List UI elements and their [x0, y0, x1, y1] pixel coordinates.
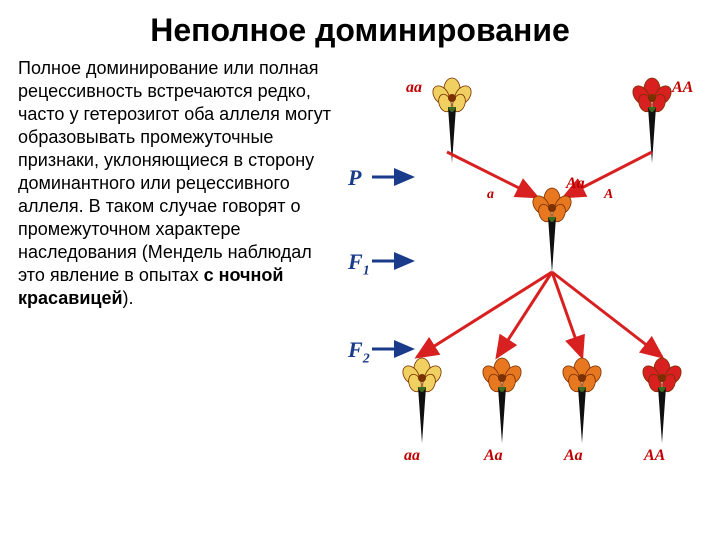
page-title: Неполное доминирование — [0, 0, 720, 57]
genotype-P-AA: AA — [672, 79, 693, 97]
flower-F1-Aa — [532, 187, 572, 275]
description-paragraph: Полное доминирование или полная рецессив… — [18, 57, 338, 487]
flower-F2-2 — [482, 357, 522, 445]
f1-arrow-4 — [542, 267, 702, 367]
flower-F2-3 — [562, 357, 602, 445]
genotype-F2-1: aa — [404, 447, 420, 465]
arrow-P — [370, 167, 420, 187]
inheritance-diagram: P F1 F2 aa — [342, 57, 702, 487]
flower-F2-1 — [402, 357, 442, 445]
genotype-F1-Aa: Aa — [566, 175, 585, 193]
label-P: P — [348, 165, 361, 191]
paragraph-pre: Полное доминирование или полная рецессив… — [18, 58, 331, 285]
paragraph-post: ). — [123, 288, 134, 308]
genotype-F2-4: AA — [644, 447, 665, 465]
label-F1: F1 — [348, 249, 370, 279]
genotype-P-aa: aa — [406, 79, 422, 97]
gamete-A: A — [604, 187, 613, 203]
flower-F2-4 — [642, 357, 682, 445]
content-row: Полное доминирование или полная рецессив… — [0, 57, 720, 487]
genotype-F2-2: Aa — [484, 447, 503, 465]
label-F2: F2 — [348, 337, 370, 367]
genotype-F2-3: Aa — [564, 447, 583, 465]
gamete-a: a — [487, 187, 494, 203]
